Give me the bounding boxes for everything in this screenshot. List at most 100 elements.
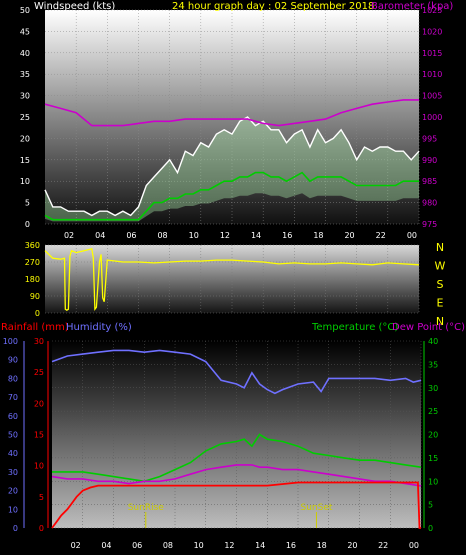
direction-tick-label: 180: [25, 275, 40, 284]
temperature-tick-label: 40: [428, 337, 438, 346]
wind-direction-line: [44, 248, 420, 312]
wind-tick-label: 5: [25, 199, 30, 208]
temperature-x-tick-label: 12: [224, 541, 234, 550]
wind-tick-label: 0: [25, 220, 30, 229]
humidity-tick-label: 90: [8, 356, 18, 365]
barometer-axis-label: Barometer (kpa): [371, 1, 453, 12]
wind-gust-line: [44, 116, 420, 217]
temperature-x-tick-label: 22: [378, 541, 388, 550]
wind-tick-label: 20: [20, 134, 30, 143]
direction-series: [44, 248, 420, 312]
wind-x-tick-label: 14: [251, 231, 261, 240]
humidity-tick-label: 30: [8, 468, 18, 477]
wind-tick-label: 10: [20, 177, 30, 186]
barometer-tick-label: 1005: [422, 92, 442, 101]
temperature-tick-label: 20: [428, 431, 438, 440]
compass-label: N: [436, 241, 444, 254]
temperature-x-tick-label: 00: [409, 541, 419, 550]
humidity-tick-label: 70: [8, 393, 18, 402]
temperature-x-tick-label: 18: [317, 541, 327, 550]
barometer-tick-label: 1000: [422, 113, 442, 122]
wind-x-tick-label: 00: [407, 231, 417, 240]
barometer-tick-label: 980: [422, 199, 437, 208]
wind-x-tick-label: 08: [157, 231, 167, 240]
humidity-tick-label: 50: [8, 431, 18, 440]
humidity-line: [51, 349, 422, 395]
temperature-x-tick-label: 20: [347, 541, 357, 550]
barometer-tick-label: 985: [422, 177, 437, 186]
wind-x-tick-label: 22: [376, 231, 386, 240]
wind-tick-label: 25: [20, 113, 30, 122]
direction-tick-label: 90: [30, 292, 40, 301]
barometer-tick-label: 1025: [422, 6, 442, 15]
wind-tick-label: 30: [20, 92, 30, 101]
barometer-tick-label: 990: [422, 156, 437, 165]
compass-label: N: [436, 315, 444, 328]
temperature-axis-label: Temperature (°C): [311, 322, 398, 333]
humidity-tick-label: 80: [8, 374, 18, 383]
rainfall-tick-label: 30: [34, 337, 44, 346]
humidity-tick-label: 100: [3, 337, 18, 346]
direction-tick-label: 360: [25, 241, 40, 250]
sun-marker-label: SunRise: [128, 503, 165, 513]
rainfall-line: [51, 481, 421, 529]
wind-x-tick-label: 20: [344, 231, 354, 240]
rainfall-tick-label: 25: [34, 368, 44, 377]
wind-ticks: 0510152025303540455097598098599099510001…: [20, 6, 443, 240]
temperature-x-tick-label: 04: [101, 541, 111, 550]
rainfall-tick-label: 10: [34, 462, 44, 471]
temperature-tick-label: 30: [428, 384, 438, 393]
wind-tick-label: 40: [20, 49, 30, 58]
temperature-tick-label: 35: [428, 360, 438, 369]
wind-average-line: [44, 171, 419, 221]
temperature-ticks: 0510152025303540010203040506070809010005…: [3, 337, 438, 550]
direction-grid: [45, 244, 420, 314]
wind-x-tick-label: 10: [189, 231, 199, 240]
rainfall-axis-label: Rainfall (mm): [1, 322, 69, 333]
sun-marker-label: SunSet: [300, 503, 332, 513]
humidity-tick-label: 40: [8, 449, 18, 458]
temperature-series: [51, 349, 422, 529]
wind-x-tick-label: 06: [126, 231, 136, 240]
barometer-tick-label: 1015: [422, 49, 442, 58]
rainfall-tick-label: 15: [34, 431, 44, 440]
temperature-tick-label: 10: [428, 477, 438, 486]
chart-title: 24 hour graph day : 02 September 2018: [172, 1, 374, 12]
compass-label: W: [435, 260, 446, 273]
barometer-tick-label: 1020: [422, 27, 442, 36]
temperature-line: [52, 433, 422, 483]
temperature-x-tick-label: 16: [286, 541, 296, 550]
compass-label: E: [437, 297, 444, 310]
barometer-tick-label: 1010: [422, 70, 442, 79]
wind-series: [44, 99, 420, 222]
dew-point-axis-label: Dew Point (°C): [392, 322, 465, 333]
wind-axis-label: Windspeed (kts): [34, 1, 115, 12]
wind-x-tick-label: 04: [95, 231, 105, 240]
humidity-tick-label: 10: [8, 505, 18, 514]
direction-tick-label: 0: [35, 309, 40, 318]
barometer-tick-label: 975: [422, 220, 437, 229]
wind-x-tick-label: 02: [64, 231, 74, 240]
temperature-tick-label: 25: [428, 407, 438, 416]
rainfall-tick-label: 20: [34, 399, 44, 408]
temperature-x-tick-label: 08: [163, 541, 173, 550]
barometer-tick-label: 995: [422, 134, 437, 143]
dew-point-line: [51, 464, 422, 487]
temperature-x-tick-label: 10: [194, 541, 204, 550]
direction-tick-label: 270: [25, 258, 40, 267]
wind-x-tick-label: 16: [282, 231, 292, 240]
temperature-x-tick-label: 06: [132, 541, 142, 550]
humidity-tick-label: 20: [8, 487, 18, 496]
wind-tick-label: 45: [20, 27, 30, 36]
wind-x-tick-label: 18: [313, 231, 323, 240]
barometer-line: [44, 99, 419, 127]
temperature-x-tick-label: 14: [255, 541, 265, 550]
temperature-tick-label: 15: [428, 454, 438, 463]
rainfall-tick-label: 5: [39, 493, 44, 502]
wind-tick-label: 50: [20, 6, 30, 15]
wind-tick-label: 35: [20, 70, 30, 79]
humidity-axis-label: Humidity (%): [66, 322, 132, 333]
